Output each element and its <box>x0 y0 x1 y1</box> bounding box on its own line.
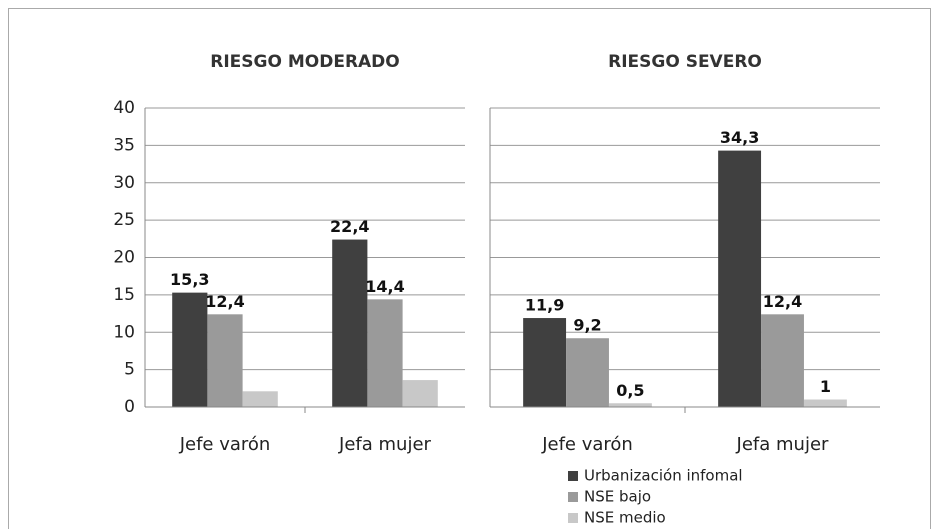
bar <box>718 150 762 408</box>
x-tick-label: Jefe varón <box>541 434 633 455</box>
bar <box>367 299 403 407</box>
legend-swatch <box>568 471 578 481</box>
bar <box>332 239 368 407</box>
legend-label: NSE bajo <box>584 488 651 506</box>
bar <box>207 314 243 407</box>
y-tick-label: 20 <box>113 248 135 268</box>
y-tick-label: 10 <box>113 322 135 342</box>
value-label: 11,9 <box>525 296 564 315</box>
value-label: 9,2 <box>573 316 601 335</box>
y-tick-label: 5 <box>124 360 135 380</box>
value-label: 22,4 <box>330 217 369 236</box>
bar <box>402 380 438 407</box>
chart-title: RIESGO SEVERO <box>608 52 762 72</box>
legend-label: Urbanización infomal <box>584 467 743 485</box>
y-tick-label: 40 <box>113 98 135 118</box>
value-label: 12,4 <box>763 292 802 311</box>
x-tick-label: Jefa mujer <box>338 434 431 455</box>
value-label: 12,4 <box>205 292 244 311</box>
frame <box>8 8 931 529</box>
bar <box>172 292 208 407</box>
bar <box>523 318 567 407</box>
y-tick-label: 25 <box>113 210 135 230</box>
y-tick-label: 15 <box>113 285 135 305</box>
chart-title: RIESGO MODERADO <box>210 52 400 72</box>
bar <box>566 338 609 407</box>
y-tick-label: 0 <box>124 397 135 417</box>
value-label: 1 <box>820 377 831 396</box>
value-label: 34,3 <box>720 128 759 147</box>
bar <box>242 391 278 407</box>
value-label: 0,5 <box>616 381 644 400</box>
x-tick-label: Jefa mujer <box>736 434 829 455</box>
value-label: 14,4 <box>365 277 404 296</box>
legend-swatch <box>568 492 578 502</box>
legend-swatch <box>568 513 578 523</box>
bar <box>761 314 804 407</box>
bar <box>608 403 652 407</box>
bar <box>803 399 847 407</box>
legend-label: NSE medio <box>584 509 666 527</box>
value-label: 15,3 <box>170 270 209 289</box>
y-tick-label: 35 <box>113 135 135 155</box>
x-tick-label: Jefe varón <box>179 434 271 455</box>
y-tick-label: 30 <box>113 173 135 193</box>
